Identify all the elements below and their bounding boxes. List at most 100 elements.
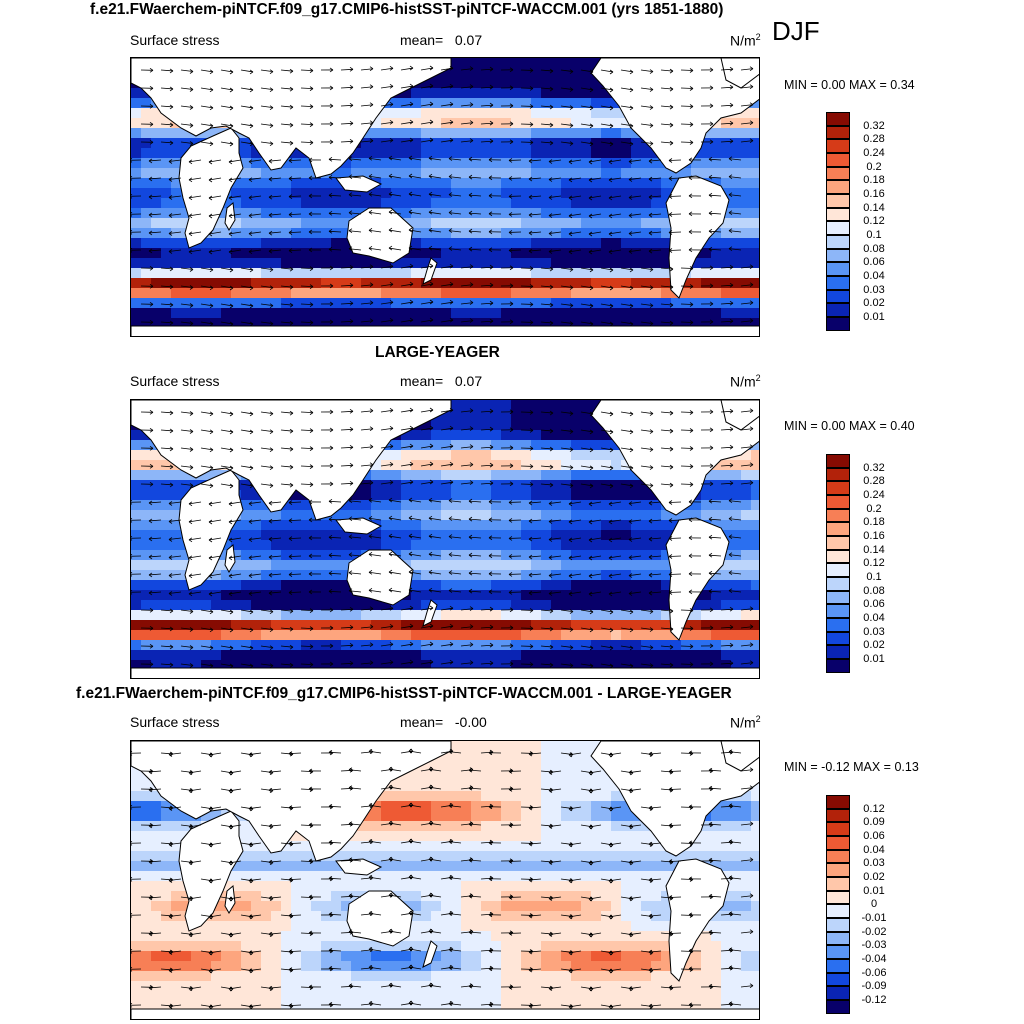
colorbar-swatch bbox=[826, 835, 850, 850]
colorbar-tick-label: 0.09 bbox=[863, 816, 885, 829]
panel-2-units-text: N/m bbox=[730, 373, 756, 390]
panel-1-mean: mean= 0.07 bbox=[400, 32, 482, 48]
panel-1-map bbox=[130, 57, 760, 337]
colorbar-tick-label: -0.01 bbox=[861, 911, 887, 924]
colorbar-swatch bbox=[826, 563, 850, 577]
colorbar-tick-label: -0.04 bbox=[861, 952, 887, 965]
colorbar-swatch bbox=[826, 604, 850, 618]
panel-3-title: f.e21.FWaerchem-piNTCF.f09_g17.CMIP6-his… bbox=[76, 685, 732, 702]
colorbar-tick-label: 0.28 bbox=[863, 475, 885, 488]
colorbar-swatch bbox=[826, 152, 850, 167]
colorbar-tick-label: -0.09 bbox=[861, 980, 887, 993]
colorbar-tick-label: 0.24 bbox=[863, 146, 885, 159]
colorbar-tick-label: 0.18 bbox=[863, 174, 885, 187]
colorbar-tick-label: 0.04 bbox=[863, 611, 885, 624]
colorbar-tick-label: 0.06 bbox=[863, 256, 885, 269]
colorbar-swatch bbox=[826, 248, 850, 263]
panel-3-units-text: N/m bbox=[730, 714, 756, 731]
panel-1-minmax: MIN = 0.00 MAX = 0.34 bbox=[784, 78, 915, 92]
colorbar-tick-label: 0.16 bbox=[863, 529, 885, 542]
colorbar-tick-label: 0.06 bbox=[863, 829, 885, 842]
colorbar-swatch bbox=[826, 275, 850, 290]
panel-2-variable-label: Surface stress bbox=[130, 373, 220, 389]
colorbar-swatch bbox=[826, 808, 850, 823]
colorbar-tick-label: 0.14 bbox=[863, 543, 885, 556]
colorbar-tick-label: 0.08 bbox=[863, 242, 885, 255]
colorbar-tick-label: 0.02 bbox=[863, 297, 885, 310]
panel-1-units-sup: 2 bbox=[755, 32, 761, 42]
panel-2-map bbox=[130, 399, 760, 679]
colorbar-tick-label: 0.12 bbox=[863, 802, 885, 815]
colorbar-swatch bbox=[826, 234, 850, 249]
colorbar-tick-label: 0.16 bbox=[863, 187, 885, 200]
colorbar-tick-label: 0.01 bbox=[863, 310, 885, 323]
colorbar-tick-label: -0.02 bbox=[861, 925, 887, 938]
colorbar-swatch bbox=[826, 904, 850, 918]
colorbar-tick-label: 0.03 bbox=[863, 283, 885, 296]
colorbar-tick-label: 0.14 bbox=[863, 201, 885, 214]
colorbar-swatch bbox=[826, 917, 850, 932]
panel-1-units: N/m2 bbox=[730, 32, 761, 49]
panel-3-units-sup: 2 bbox=[755, 714, 761, 724]
colorbar-swatch bbox=[826, 207, 850, 222]
panel-1-mean-value: 0.07 bbox=[454, 32, 483, 48]
colorbar-tick-label: 0.02 bbox=[863, 870, 885, 883]
colorbar-swatch bbox=[826, 863, 850, 877]
panel-3-mean-label: mean= bbox=[400, 714, 444, 730]
colorbar-tick-label: 0.1 bbox=[866, 228, 882, 241]
colorbar-tick-label: 0.24 bbox=[863, 488, 885, 501]
panel-1-title: f.e21.FWaerchem-piNTCF.f09_g17.CMIP6-his… bbox=[90, 1, 724, 18]
colorbar-swatch bbox=[826, 508, 850, 523]
colorbar-swatch bbox=[826, 849, 850, 864]
colorbar-swatch bbox=[826, 262, 850, 276]
colorbar-swatch bbox=[826, 522, 850, 536]
colorbar-swatch bbox=[826, 166, 850, 181]
colorbar-tick-label: 0.28 bbox=[863, 133, 885, 146]
colorbar-swatch bbox=[826, 193, 850, 208]
colorbar-swatch bbox=[826, 467, 850, 482]
colorbar-swatch bbox=[826, 890, 850, 905]
colorbar-tick-label: 0.04 bbox=[863, 843, 885, 856]
colorbar-swatch bbox=[826, 303, 850, 317]
colorbar-swatch bbox=[826, 112, 850, 126]
colorbar-swatch bbox=[826, 535, 850, 550]
stress-vectors bbox=[131, 407, 754, 669]
panel-3-minmax: MIN = -0.12 MAX = 0.13 bbox=[784, 760, 919, 774]
panel-2-colorbar bbox=[826, 454, 850, 673]
colorbar-tick-label: 0.03 bbox=[863, 625, 885, 638]
panel-2-mean-label: mean= bbox=[400, 373, 444, 389]
colorbar-tick-label: -0.06 bbox=[861, 966, 887, 979]
panel-3-variable-label: Surface stress bbox=[130, 714, 220, 730]
panel-1-units-text: N/m bbox=[730, 32, 756, 49]
panel-2-mean: mean= 0.07 bbox=[400, 373, 482, 389]
colorbar-tick-label: -0.03 bbox=[861, 939, 887, 952]
stress-vectors bbox=[131, 65, 754, 327]
colorbar-swatch bbox=[826, 617, 850, 632]
colorbar-swatch bbox=[826, 180, 850, 194]
colorbar-swatch bbox=[826, 590, 850, 605]
colorbar-swatch bbox=[826, 931, 850, 946]
colorbar-swatch bbox=[826, 822, 850, 836]
stress-vectors bbox=[131, 748, 754, 1010]
colorbar-swatch bbox=[826, 645, 850, 659]
colorbar-swatch bbox=[826, 221, 850, 235]
colorbar-tick-label: 0.06 bbox=[863, 598, 885, 611]
colorbar-tick-label: 0.02 bbox=[863, 639, 885, 652]
panel-2-mean-value: 0.07 bbox=[454, 373, 483, 389]
colorbar-swatch bbox=[826, 139, 850, 153]
panel-3-units: N/m2 bbox=[730, 714, 761, 731]
panel-2-units-sup: 2 bbox=[755, 373, 761, 383]
colorbar-tick-label: 0.08 bbox=[863, 584, 885, 597]
colorbar-tick-label: 0.2 bbox=[866, 160, 882, 173]
colorbar-swatch bbox=[826, 125, 850, 140]
panel-3-map bbox=[130, 740, 760, 1020]
colorbar-tick-label: 0.12 bbox=[863, 215, 885, 228]
colorbar-tick-label: 0.01 bbox=[863, 884, 885, 897]
colorbar-tick-label: 0.12 bbox=[863, 557, 885, 570]
colorbar-swatch bbox=[826, 549, 850, 564]
colorbar-swatch bbox=[826, 481, 850, 495]
colorbar-tick-label: 0 bbox=[870, 898, 878, 911]
panel-1-mean-label: mean= bbox=[400, 32, 444, 48]
colorbar-swatch bbox=[826, 876, 850, 891]
colorbar-swatch bbox=[826, 494, 850, 509]
